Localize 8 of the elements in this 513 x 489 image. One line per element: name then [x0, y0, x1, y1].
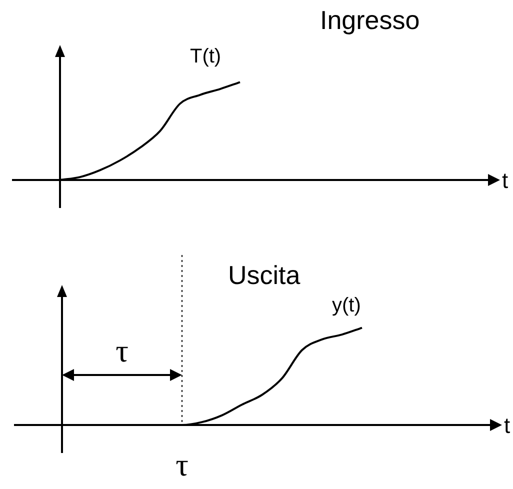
x-axis-title: t — [504, 413, 510, 438]
x-axis-title: t — [502, 168, 508, 194]
series-label: T(t) — [190, 46, 222, 68]
annotation: τ — [116, 332, 129, 368]
text: τ — [176, 446, 189, 482]
chart-title: Ingresso — [320, 5, 420, 36]
chart-title: Uscita — [228, 260, 301, 290]
series-label: y(t) — [332, 294, 361, 316]
